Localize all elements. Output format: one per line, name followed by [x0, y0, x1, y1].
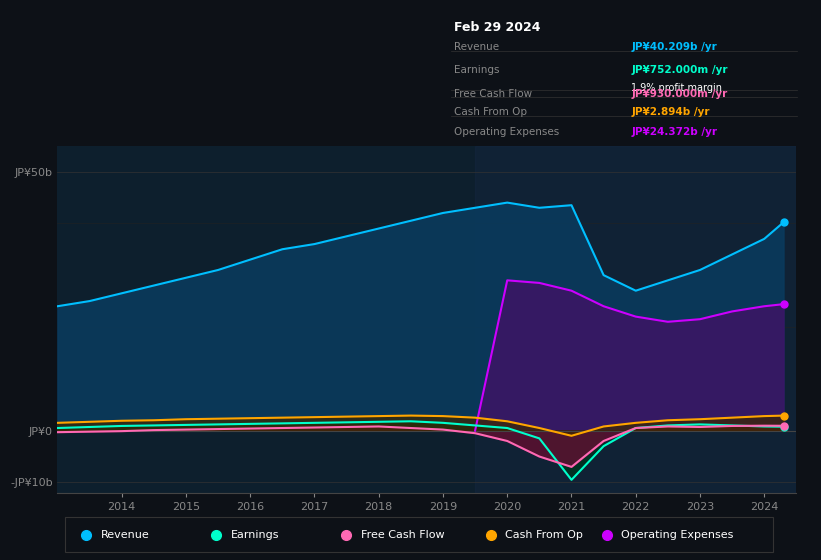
Text: Cash From Op: Cash From Op: [506, 530, 583, 540]
Bar: [475, 146, 796, 493]
Text: Operating Expenses: Operating Expenses: [454, 127, 559, 137]
Text: Feb 29 2024: Feb 29 2024: [454, 21, 541, 34]
Text: 1.9% profit margin: 1.9% profit margin: [631, 83, 722, 92]
Text: JP¥930.000m /yr: JP¥930.000m /yr: [631, 89, 727, 99]
Text: Cash From Op: Cash From Op: [454, 108, 527, 117]
Text: JP¥2.894b /yr: JP¥2.894b /yr: [631, 108, 709, 117]
Text: JP¥24.372b /yr: JP¥24.372b /yr: [631, 127, 718, 137]
Text: Earnings: Earnings: [231, 530, 279, 540]
Text: JP¥40.209b /yr: JP¥40.209b /yr: [631, 42, 717, 52]
Text: Earnings: Earnings: [454, 66, 500, 76]
Text: Free Cash Flow: Free Cash Flow: [454, 89, 532, 99]
Text: Revenue: Revenue: [101, 530, 149, 540]
Text: JP¥752.000m /yr: JP¥752.000m /yr: [631, 66, 727, 76]
Text: Revenue: Revenue: [454, 42, 499, 52]
Text: Free Cash Flow: Free Cash Flow: [361, 530, 444, 540]
Text: Operating Expenses: Operating Expenses: [621, 530, 733, 540]
